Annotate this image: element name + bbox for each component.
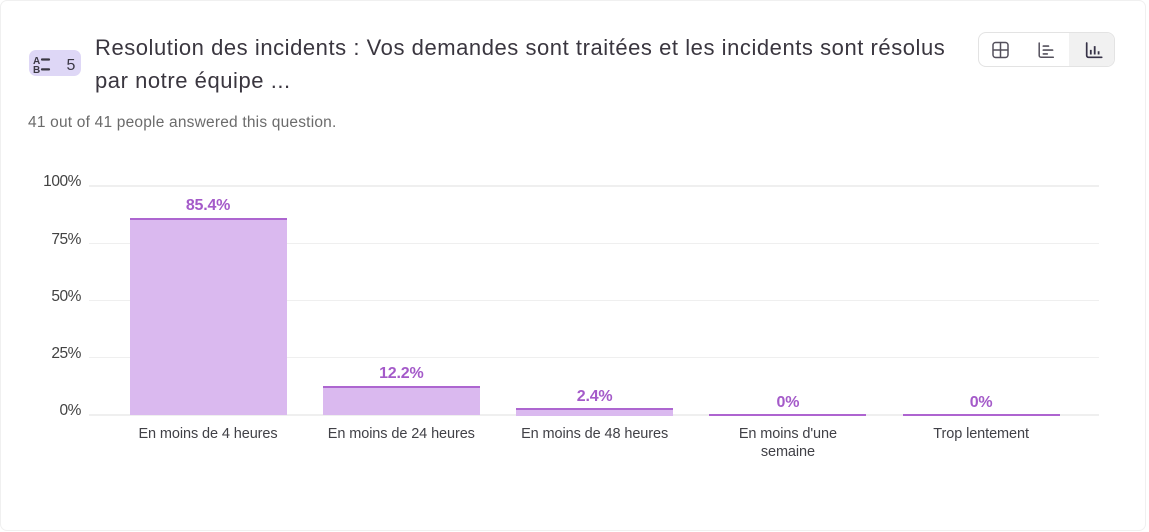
svg-text:A: A — [33, 56, 40, 67]
svg-text:B: B — [33, 65, 40, 73]
